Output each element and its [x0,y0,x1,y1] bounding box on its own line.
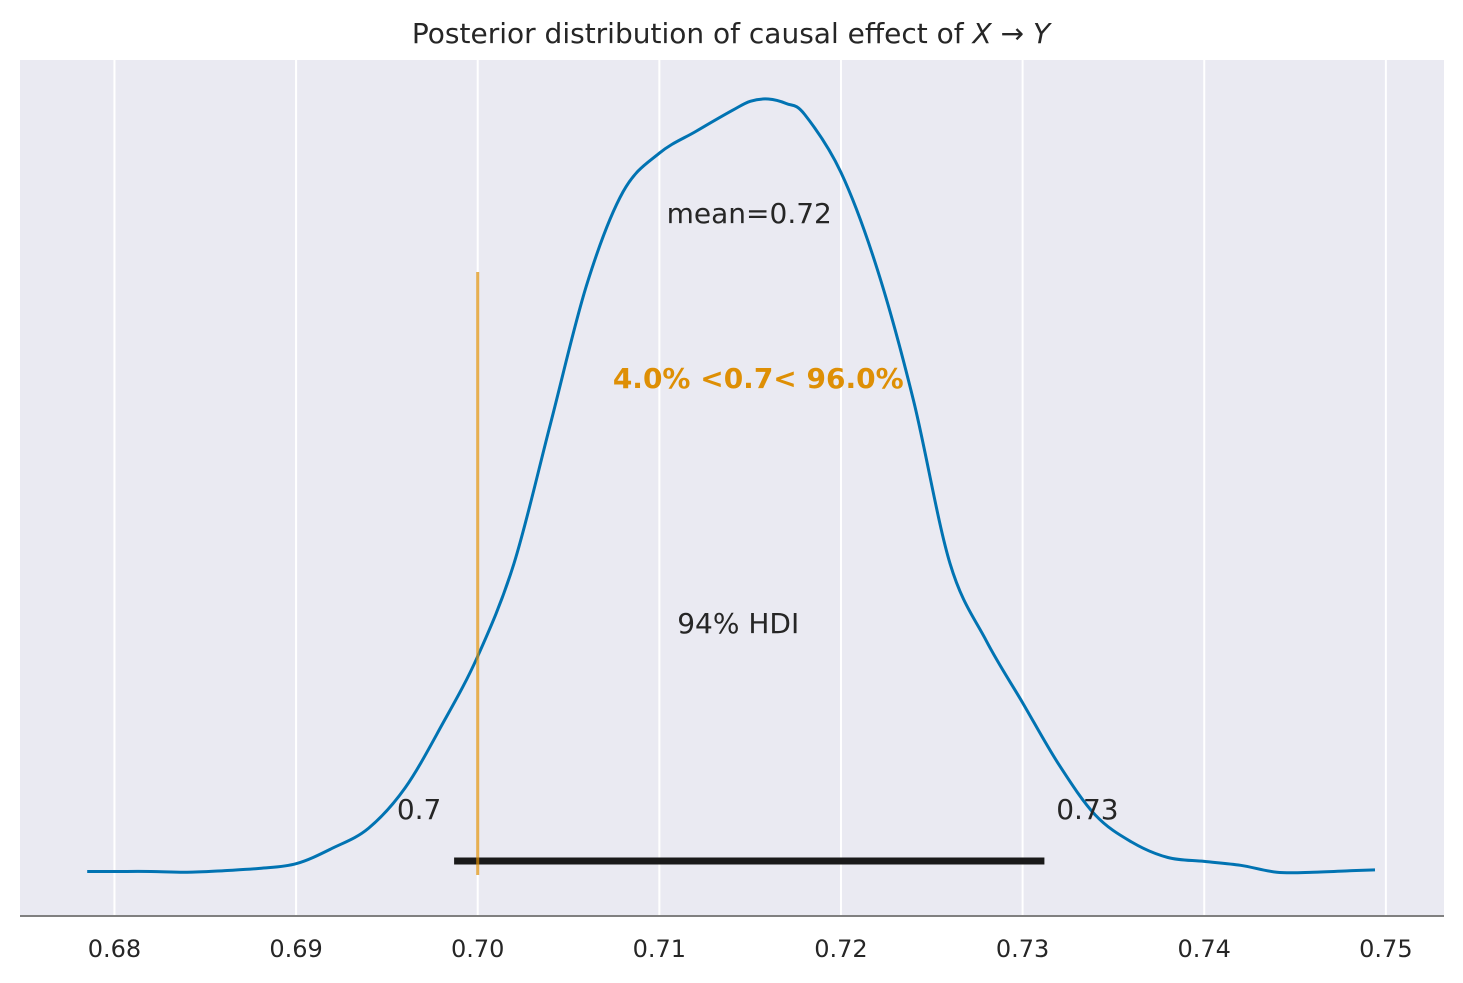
x-tick-label: 0.71 [633,935,686,963]
mean-label: mean=0.72 [667,197,832,230]
x-axis-ticks: 0.68 0.69 0.70 0.71 0.72 0.73 0.74 0.75 [88,935,1413,963]
x-tick-label: 0.69 [269,935,322,963]
x-tick-label: 0.68 [88,935,141,963]
hdi-label: 94% HDI [677,607,799,640]
hdi-lower-label: 0.7 [397,793,442,826]
x-tick-label: 0.75 [1359,935,1412,963]
chart-title: Posterior distribution of causal effect … [412,17,1052,50]
reference-label: 4.0% <0.7< 96.0% [613,362,904,395]
hdi-upper-label: 0.73 [1056,793,1118,826]
x-tick-label: 0.74 [1178,935,1231,963]
density-curve [87,97,1376,875]
x-tick-label: 0.72 [814,935,867,963]
x-tick-label: 0.73 [996,935,1049,963]
plot-background [20,60,1444,916]
x-tick-label: 0.70 [451,935,504,963]
